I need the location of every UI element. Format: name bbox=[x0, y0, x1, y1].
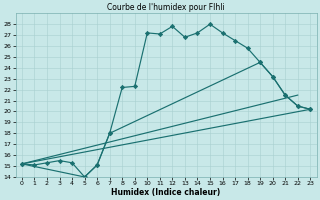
X-axis label: Humidex (Indice chaleur): Humidex (Indice chaleur) bbox=[111, 188, 221, 197]
Title: Courbe de l'humidex pour Flhli: Courbe de l'humidex pour Flhli bbox=[107, 3, 225, 12]
